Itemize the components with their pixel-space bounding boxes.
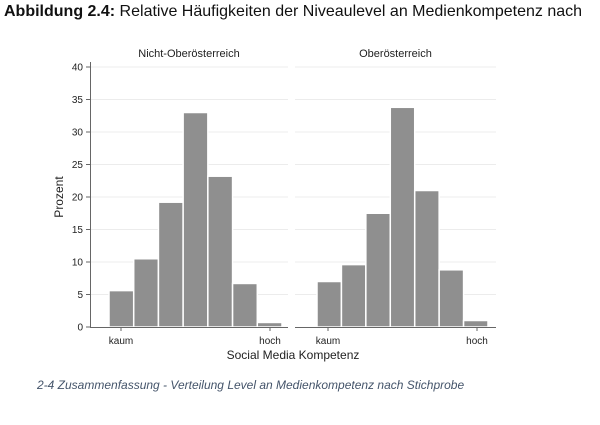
y-tick-label: 40: [72, 63, 84, 74]
histogram-bar: [413, 189, 440, 328]
y-tick-label: 25: [72, 160, 84, 171]
histogram-bar: [340, 263, 367, 328]
figure-title: Abbildung 2.4: Relative Häufigkeiten der…: [4, 3, 582, 21]
histogram-bar: [207, 175, 234, 328]
histogram-bar: [256, 321, 283, 328]
histogram-bar: [389, 106, 416, 328]
histogram-bar: [182, 111, 209, 328]
x-tick-label: kaum: [109, 336, 133, 347]
histogram-bar: [365, 212, 392, 328]
y-tick-label: 20: [72, 193, 84, 204]
panel-title: Nicht-Oberösterreich: [138, 48, 239, 60]
figure-caption: 2-4 Zusammenfassung - Verteilung Level a…: [37, 378, 465, 392]
y-tick-label: 5: [77, 290, 83, 301]
x-tick-label: hoch: [466, 336, 488, 347]
panel-title: Oberösterreich: [359, 48, 432, 60]
y-tick-label: 0: [77, 323, 83, 334]
y-tick-label: 30: [72, 128, 84, 139]
y-tick-label: 15: [72, 225, 84, 236]
figure-title-text: Relative Häufigkeiten der Niveaulevel an…: [115, 3, 583, 20]
y-tick-label: 35: [72, 95, 84, 106]
y-tick-label: 10: [72, 258, 84, 269]
x-tick-label: kaum: [316, 336, 340, 347]
histogram-chart: Nicht-Oberösterreich kaum hoch Oberösterrei…: [52, 48, 496, 362]
histogram-bar: [108, 289, 135, 328]
x-axis-label: Social Media Kompetenz: [227, 348, 360, 362]
y-axis-label: Prozent: [52, 176, 66, 218]
histogram-bar: [157, 201, 184, 328]
histogram-bar: [438, 269, 465, 328]
histogram-bar: [231, 282, 259, 328]
histogram-bar: [316, 280, 343, 328]
figure-number: Abbildung 2.4:: [4, 3, 116, 20]
x-tick-label: hoch: [259, 336, 281, 347]
histogram-bar: [462, 319, 489, 328]
histogram-bar: [132, 258, 160, 328]
